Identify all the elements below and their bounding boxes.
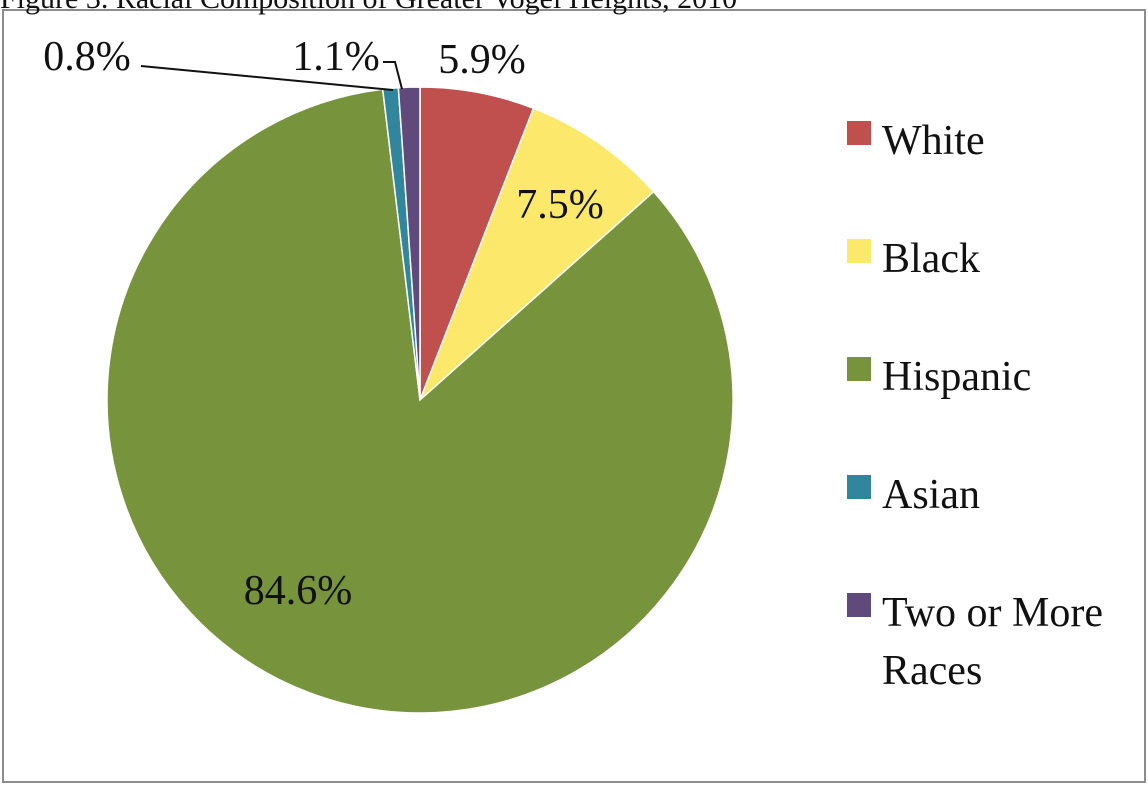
pie-slice-black	[419, 107, 655, 401]
legend: White Black Hispanic Asian Two or More Races	[847, 118, 1103, 694]
legend-label-asian: Asian	[882, 472, 980, 518]
pie-slice-hispanic	[106, 88, 734, 714]
legend-swatch-two-or-more-races	[847, 593, 871, 617]
pie-slice-two-or-more-races	[397, 86, 421, 401]
data-label-two-or-more-races: 1.1%	[292, 34, 380, 80]
leader-lines	[140, 61, 403, 91]
legend-label-black: Black	[882, 236, 980, 282]
data-label-white: 5.9%	[438, 37, 526, 83]
legend-swatch-black	[847, 239, 871, 263]
pie-slices	[106, 86, 734, 714]
legend-label-white: White	[882, 118, 985, 164]
leader-line-two-or-more-races	[383, 61, 403, 90]
data-label-black: 7.5%	[516, 182, 604, 228]
pie-data-labels: 5.9% 7.5% 84.6% 0.8% 1.1%	[43, 34, 604, 614]
legend-label-two-or-more-races: Two or More Races	[882, 590, 1103, 694]
legend-label-hispanic: Hispanic	[882, 354, 1031, 400]
data-label-asian: 0.8%	[43, 34, 131, 80]
leader-line-asian	[140, 65, 394, 91]
legend-swatch-hispanic	[847, 357, 871, 381]
chart-title: Figure 3. Racial Composition of Greater …	[0, 0, 737, 15]
data-label-hispanic: 84.6%	[244, 568, 353, 614]
legend-swatch-white	[847, 121, 871, 145]
legend-swatch-asian	[847, 475, 871, 499]
